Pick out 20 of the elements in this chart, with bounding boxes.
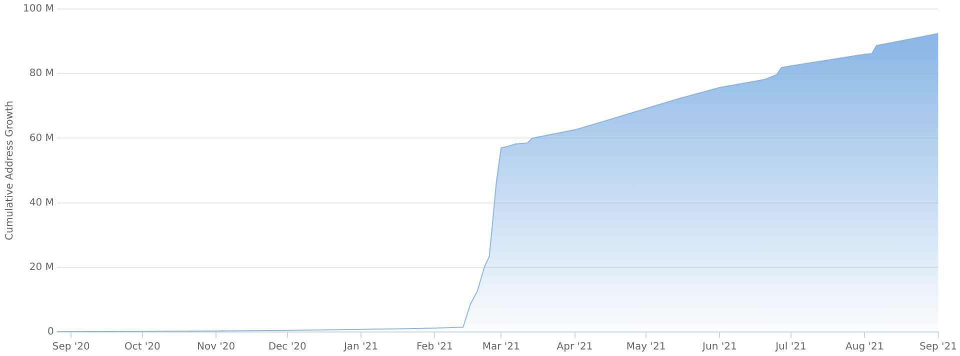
x-tick-label: Feb '21 (416, 342, 453, 353)
x-tick-label: Dec '20 (268, 342, 306, 353)
y-tick-label: 40 M (29, 197, 54, 208)
x-tick-label: Apr '21 (556, 342, 593, 353)
x-tick-label: May '21 (626, 342, 666, 353)
y-axis-title: Cumulative Address Growth (4, 100, 16, 240)
x-tick-label: Oct '20 (124, 342, 160, 353)
y-tick-label: 0 (48, 326, 54, 338)
x-tick-label: Jun '21 (702, 342, 737, 353)
x-tick-label: Sep '21 (920, 342, 957, 353)
x-tick-label: Nov '20 (196, 342, 236, 353)
x-tick-label: Jan '21 (342, 342, 378, 353)
y-tick-label: 60 M (29, 132, 54, 144)
x-tick-label: Aug '21 (846, 342, 884, 353)
x-tick-label: Jul '21 (774, 342, 806, 353)
y-tick-label: 80 M (29, 68, 54, 80)
x-tick-label: Sep '20 (52, 342, 90, 353)
y-tick-label: 20 M (29, 262, 54, 273)
y-tick-label: 100 M (22, 4, 54, 15)
x-tick-label: Mar '21 (482, 342, 520, 353)
